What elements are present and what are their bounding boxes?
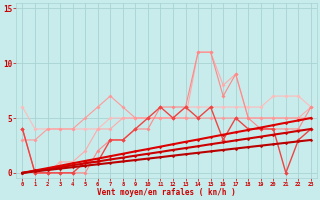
X-axis label: Vent moyen/en rafales ( kn/h ): Vent moyen/en rafales ( kn/h ) <box>97 188 236 197</box>
